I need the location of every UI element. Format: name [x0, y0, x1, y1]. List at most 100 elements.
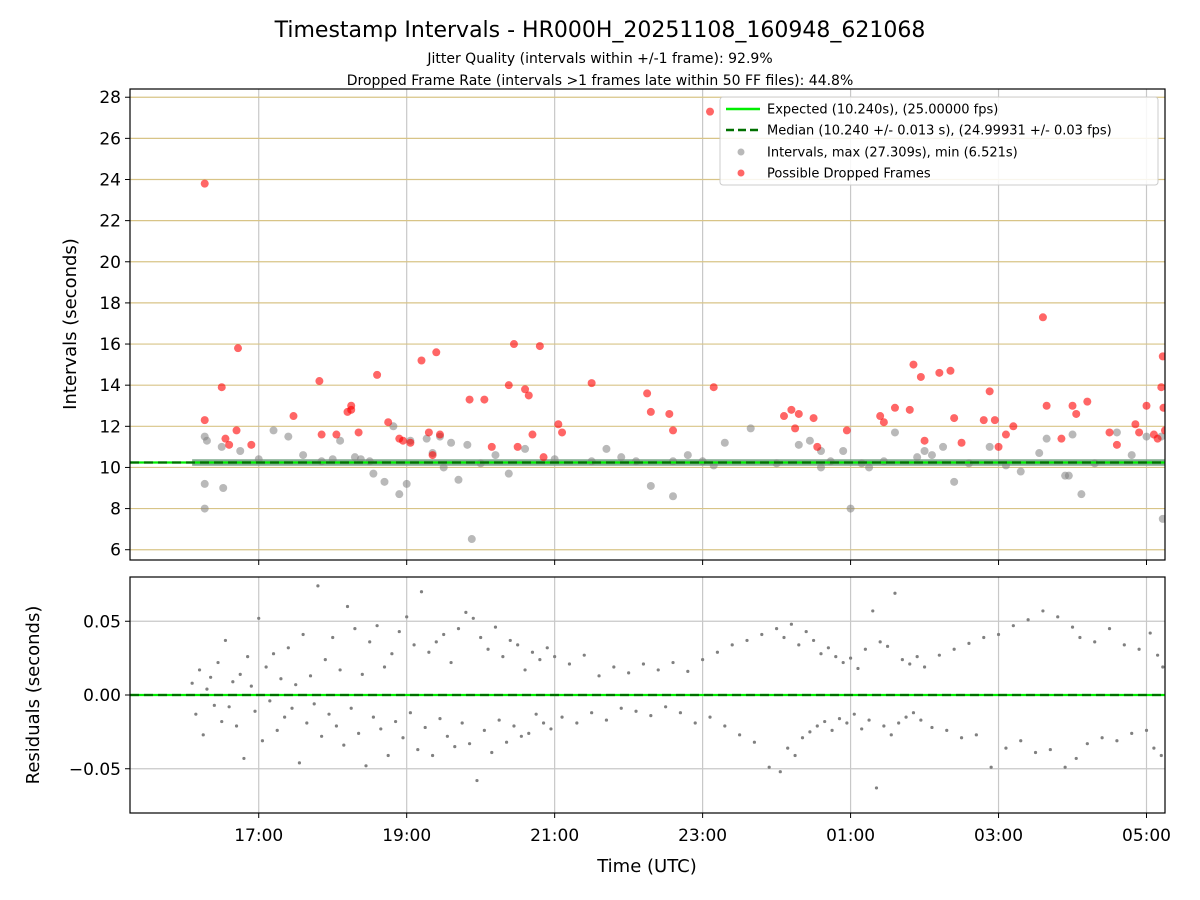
residual-point	[301, 632, 305, 637]
residual-point	[778, 770, 782, 774]
dropped-frame-point	[487, 442, 496, 451]
dropped-frame-point	[504, 381, 513, 390]
residual-point	[538, 658, 542, 662]
legend-label-median: Median (10.240 +/- 0.013 s), (24.99931 +…	[767, 124, 1112, 139]
residual-point	[1041, 609, 1045, 613]
interval-point	[328, 455, 337, 464]
residual-point	[634, 709, 638, 713]
interval-point	[617, 453, 626, 462]
residual-point	[393, 719, 398, 724]
dropped-frame-point	[787, 405, 796, 414]
residual-point	[919, 718, 923, 722]
residual-point	[815, 724, 819, 728]
dropped-frame-point	[513, 442, 522, 451]
dropped-frame-point	[528, 430, 537, 439]
residual-point	[553, 655, 557, 659]
residual-point	[1063, 765, 1067, 769]
interval-point	[219, 484, 228, 493]
residual-point	[1152, 746, 1156, 750]
residual-point	[438, 717, 442, 721]
residual-point	[464, 610, 468, 615]
residual-point	[1004, 746, 1008, 750]
dropped-frame-point	[994, 442, 1003, 451]
dropped-frame-point	[354, 428, 363, 437]
residual-point	[545, 646, 549, 650]
dropped-frame-point	[813, 442, 822, 451]
interval-point	[439, 463, 448, 472]
residual-point	[793, 753, 797, 758]
interval-point	[865, 463, 874, 472]
residual-point	[342, 743, 346, 747]
interval-point	[920, 446, 929, 455]
residual-point	[442, 632, 446, 637]
residual-point	[811, 638, 816, 643]
dropped-frame-point	[1072, 409, 1081, 418]
residual-point	[227, 705, 231, 709]
residual-point	[345, 604, 350, 609]
residual-point	[989, 765, 993, 769]
residual-point	[549, 727, 553, 731]
residual-point	[427, 650, 431, 654]
y-tick-label: 26	[99, 129, 121, 149]
interval-point	[317, 457, 326, 466]
residual-point	[353, 627, 357, 631]
residual-point	[1019, 739, 1023, 743]
interval-point	[284, 432, 293, 441]
y-tick-label: 8	[110, 500, 121, 520]
dropped-frame-point	[950, 414, 959, 423]
dropped-frame-point	[247, 440, 256, 449]
residual-point	[364, 764, 368, 768]
legend-label-dropped: Possible Dropped Frames	[767, 167, 931, 182]
interval-point	[913, 453, 922, 462]
residual-point	[649, 714, 653, 718]
dropped-frame-point	[317, 430, 326, 439]
dropped-frame-point	[1112, 440, 1121, 449]
dropped-frame-point	[1001, 430, 1010, 439]
dropped-frame-point	[985, 387, 994, 396]
residual-point	[967, 641, 971, 645]
residual-point	[567, 662, 572, 666]
y-tick-label: 22	[99, 212, 121, 232]
interval-point	[447, 438, 456, 447]
interval-point	[504, 469, 513, 478]
residual-point	[900, 658, 904, 662]
interval-point	[217, 442, 226, 451]
residual-point	[320, 734, 324, 738]
legend: Expected (10.240s), (25.00000 fps) Media…	[719, 96, 1159, 186]
dropped-frame-point	[535, 342, 544, 351]
residual-point	[375, 624, 379, 628]
residual-point	[212, 703, 216, 707]
dropped-frame-point	[979, 416, 988, 425]
residual-point	[453, 745, 457, 749]
residual-point	[275, 728, 279, 733]
residual-point	[379, 727, 383, 731]
interval-point	[890, 428, 899, 437]
interval-point	[839, 446, 848, 455]
dropped-frame-point	[946, 366, 955, 375]
x-tick-label: 03:00	[974, 826, 1023, 846]
dropped-frame-point	[794, 409, 803, 418]
residual-point	[408, 711, 412, 715]
interval-point	[299, 451, 308, 460]
dropped-frame-point	[332, 430, 341, 439]
residual-point	[201, 733, 205, 737]
dropped-frame-point	[1042, 401, 1051, 410]
residual-point	[279, 677, 283, 681]
interval-point	[380, 477, 389, 486]
y-tick-label: 14	[99, 376, 121, 396]
interval-point	[422, 434, 431, 443]
top-y-axis-label: Intervals (seconds)	[60, 238, 81, 410]
residual-point	[530, 650, 535, 654]
dropped-frame-point	[406, 438, 415, 447]
residual-point	[760, 632, 764, 637]
dropped-frame-point	[480, 395, 489, 404]
residual-point	[982, 635, 986, 640]
residual-point	[260, 739, 265, 743]
x-tick-label: 17:00	[234, 826, 283, 846]
interval-point	[1158, 514, 1165, 523]
legend-label-intervals: Intervals, max (27.309s), min (6.521s)	[767, 146, 1018, 161]
residual-point	[1159, 753, 1163, 758]
residual-point	[823, 719, 827, 724]
dropped-frame-point	[435, 430, 444, 439]
